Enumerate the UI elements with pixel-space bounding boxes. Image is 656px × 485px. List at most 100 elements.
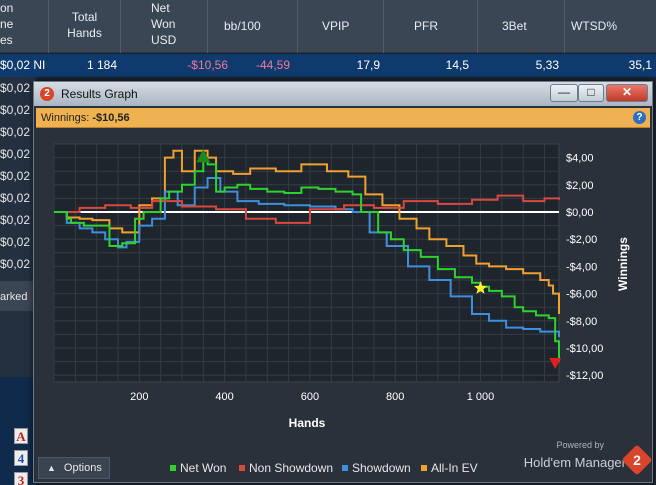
col-header-line: Net: [151, 1, 170, 15]
y-tick-label: -$10,00: [566, 343, 603, 355]
col-header-line: VPIP: [322, 19, 350, 33]
window-footer: ▲ Options Net Won Non Showdown Showdown A…: [34, 440, 653, 482]
table-cell-game[interactable]: $0,02: [0, 257, 31, 271]
winnings-value: -$10,56: [92, 112, 130, 124]
y-axis-ticks: $4,00 $2,00 $0,00 -$2,00 -$4,00 -$6,00 -$8,00 -…: [566, 153, 603, 383]
table-cell-game[interactable]: $0,02: [0, 169, 31, 183]
col-header-pfr[interactable]: PFR: [383, 0, 477, 53]
table-cell-net-won: -$10,56: [187, 58, 228, 72]
plot-area: [53, 143, 560, 383]
help-icon[interactable]: ?: [633, 111, 646, 124]
col-header-3bet[interactable]: 3Bet: [477, 0, 564, 53]
window-titlebar[interactable]: 2 Results Graph — □ ✕: [34, 82, 652, 106]
col-header-line: Won: [151, 17, 176, 31]
table-cell-game: $0,02 NI: [0, 58, 46, 72]
legend-all-in-ev[interactable]: All-In EV: [421, 461, 478, 475]
y-tick-label: $4,00: [566, 153, 594, 165]
series-line-non-showdown: [54, 194, 560, 224]
legend-label: Net Won: [180, 461, 227, 475]
table-cell-3bet: 5,33: [535, 58, 559, 72]
x-axis-ticks: 200 400 600 800 1 000: [130, 391, 494, 403]
stats-table-header: on ne es Total Hands Net Won USD bb/100 …: [0, 0, 656, 53]
table-cell-game[interactable]: $0,02: [0, 213, 31, 227]
col-header-vpip[interactable]: VPIP: [297, 0, 383, 53]
table-left-strip: $0,02 $0,02 $0,02 $0,02 $0,02 $0,02 $0,0…: [0, 77, 36, 485]
col-header-net-won[interactable]: Net Won USD: [120, 0, 207, 53]
legend-label: Showdown: [352, 461, 411, 475]
x-tick-label: 200: [130, 391, 148, 403]
col-header-game[interactable]: on ne es: [0, 0, 48, 53]
options-label: Options: [63, 462, 102, 474]
close-button[interactable]: ✕: [606, 84, 648, 102]
series-line-all-in-ev: [54, 149, 560, 314]
legend-label: Non Showdown: [249, 461, 334, 475]
col-header-bb100[interactable]: bb/100: [207, 0, 297, 53]
legend-label: All-In EV: [431, 461, 478, 475]
powered-by-label: Powered by: [556, 440, 604, 450]
table-cell-hands: 1 184: [86, 58, 117, 72]
table-cell-game[interactable]: $0,02: [0, 125, 31, 139]
high-marker-icon: [196, 149, 211, 163]
y-axis-label: Winnings: [616, 237, 630, 291]
col-header-line: PFR: [414, 19, 438, 33]
card-icon: 4: [14, 450, 28, 466]
x-axis-label: Hands: [289, 416, 326, 430]
side-label[interactable]: arked: [0, 281, 36, 311]
col-header-line: on: [0, 1, 14, 15]
table-cell-game[interactable]: $0,02: [0, 81, 31, 95]
table-cell-game[interactable]: $0,02: [0, 103, 31, 117]
col-header-line: Hands: [67, 26, 102, 40]
legend-swatch: [421, 465, 427, 471]
window-title: Results Graph: [61, 87, 138, 101]
x-tick-label: 400: [215, 391, 233, 403]
y-tick-label: -$6,00: [566, 289, 597, 301]
y-tick-label: -$4,00: [566, 261, 597, 273]
col-header-line: WTSD%: [571, 19, 617, 33]
col-header-line: Total: [71, 10, 98, 24]
col-header-wtsd[interactable]: WTSD%: [564, 0, 656, 53]
legend-swatch: [170, 465, 176, 471]
brand-name: Hold'em Manager: [523, 455, 626, 470]
series-group: [54, 149, 560, 362]
hem-brand-icon: 2: [621, 444, 653, 476]
hem-logo-icon: 2: [40, 87, 54, 101]
col-header-total-hands[interactable]: Total Hands: [48, 0, 120, 53]
results-chart: $4,00 $2,00 $0,00 -$2,00 -$4,00 -$6,00 -$8,00 -…: [53, 143, 630, 430]
low-marker-icon: [549, 357, 562, 369]
table-row-selected[interactable]: $0,02 NI 1 184 -$10,56 -44,59 17,9 14,5 …: [0, 54, 656, 77]
table-cell-vpip: 17,9: [356, 58, 380, 72]
col-header-line: 3Bet: [502, 19, 527, 33]
star-marker-icon: [473, 281, 488, 294]
table-cell-bb100: -44,59: [255, 58, 290, 72]
x-tick-label: 800: [386, 391, 404, 403]
card-icon: A: [14, 428, 28, 444]
legend-showdown[interactable]: Showdown: [342, 461, 411, 475]
legend-net-won[interactable]: Net Won: [170, 461, 226, 475]
col-header-line: bb/100: [224, 19, 261, 33]
legend-swatch: [239, 465, 245, 471]
y-tick-label: -$8,00: [566, 316, 597, 328]
results-graph-window: 2 Results Graph — □ ✕ Winnings: -$10,56 …: [33, 81, 653, 483]
options-button[interactable]: ▲ Options: [38, 457, 110, 479]
winnings-bar: Winnings: -$10,56 ?: [36, 108, 650, 128]
legend-non-showdown[interactable]: Non Showdown: [239, 461, 333, 475]
col-header-line: es: [0, 33, 13, 47]
y-tick-label: -$2,00: [566, 234, 597, 246]
x-tick-label: 1 000: [467, 391, 495, 403]
table-cell-game[interactable]: $0,02: [0, 235, 31, 249]
markers-group: [196, 149, 562, 369]
table-cell-game[interactable]: $0,02: [0, 147, 31, 161]
brand-badge: 2: [633, 452, 641, 468]
y-tick-label: -$12,00: [566, 370, 603, 382]
col-header-line: USD: [151, 33, 177, 47]
winnings-label: Winnings:: [41, 112, 90, 124]
minimize-button[interactable]: —: [550, 84, 578, 102]
card-icon: 3: [14, 472, 28, 485]
col-header-line: ne: [0, 17, 14, 31]
table-cell-game[interactable]: $0,02: [0, 191, 31, 205]
series-line-net-won: [54, 156, 560, 362]
series-line-showdown: [54, 177, 560, 338]
table-cell-wtsd: 35,1: [628, 58, 652, 72]
maximize-button[interactable]: □: [578, 84, 604, 102]
